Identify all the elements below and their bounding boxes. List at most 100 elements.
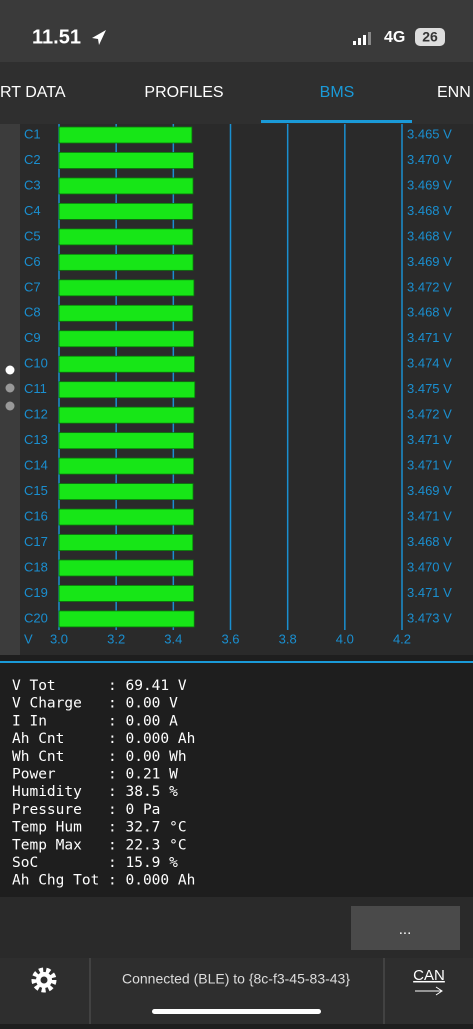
value-label: 3.468 V: [407, 305, 452, 320]
y-tick-label: C11: [24, 381, 47, 396]
y-tick-label: C16: [24, 508, 48, 523]
network: 4G: [384, 29, 405, 46]
value-label: 3.473 V: [407, 610, 452, 625]
value-label: 3.468 V: [407, 534, 452, 549]
y-tick-label: C9: [24, 330, 41, 345]
value-label: 3.468 V: [407, 228, 452, 243]
y-tick-label: C14: [24, 458, 48, 473]
battery-icon: [415, 28, 445, 46]
tab-indicator: [261, 120, 412, 123]
value-label: 3.472 V: [407, 407, 452, 422]
bar: [58, 381, 196, 399]
x-tick-label: 3.0: [50, 631, 68, 646]
value-label: 3.471 V: [407, 508, 452, 523]
can-arrow: [415, 986, 443, 996]
value-label: 3.472 V: [407, 279, 452, 294]
stat-line: Power : 0.21 W: [12, 767, 178, 783]
y-tick-label: C18: [24, 559, 48, 574]
stat-line: Ah Chg Tot : 0.000 Ah: [12, 873, 195, 889]
value-label: 3.471 V: [407, 330, 452, 345]
can-button[interactable]: CAN: [413, 967, 445, 984]
x-axis-label: V: [24, 631, 33, 646]
value-label: 3.465 V: [407, 126, 452, 141]
bar: [58, 228, 194, 246]
stat-line: Temp Hum : 32.7 °C: [12, 820, 187, 836]
stat-line: Wh Cnt : 0.00 Wh: [12, 749, 187, 765]
bar: [58, 355, 195, 373]
separator: [0, 661, 473, 663]
y-tick-label: C15: [24, 483, 48, 498]
bar: [58, 203, 194, 220]
bar: [58, 483, 194, 500]
value-label: 3.470 V: [407, 152, 452, 167]
bar: [58, 508, 195, 526]
value-label: 3.471 V: [407, 458, 452, 473]
page-dot: [5, 365, 15, 375]
value-label: 3.468 V: [407, 203, 452, 218]
y-tick-label: C5: [24, 228, 41, 243]
y-tick-label: C12: [24, 407, 48, 422]
bar: [58, 177, 194, 195]
status-bar: [0, 0, 473, 62]
y-tick-label: C8: [24, 305, 41, 320]
page-dot: [5, 401, 15, 411]
value-label: 3.475 V: [407, 381, 452, 396]
bar: [58, 585, 195, 602]
value-label: 3.469 V: [407, 254, 452, 269]
bar: [58, 253, 194, 271]
value-label: 3.469 V: [407, 483, 452, 498]
page-dot: [5, 383, 15, 393]
value-label: 3.470 V: [407, 559, 452, 574]
bar: [58, 559, 194, 577]
y-tick-label: C10: [24, 356, 48, 371]
y-tick-label: C19: [24, 585, 48, 600]
connection-status: Connected (BLE) to {8c-f3-45-83-43}: [122, 971, 350, 987]
x-tick-label: 4.2: [393, 631, 411, 646]
settings-icon[interactable]: [31, 967, 57, 993]
stat-line: V Tot : 69.41 V: [12, 678, 187, 694]
stat-line: Pressure : 0 Pa: [12, 802, 160, 818]
tab[interactable]: PROFILES: [144, 84, 223, 101]
value-label: 3.471 V: [407, 432, 452, 447]
y-tick-label: C3: [24, 177, 41, 192]
y-tick-label: C7: [24, 279, 41, 294]
more-button-label: ...: [399, 921, 412, 938]
y-tick-label: C6: [24, 254, 41, 269]
stat-line: I In : 0.00 A: [12, 713, 178, 729]
stat-line: Humidity : 38.5 %: [12, 784, 178, 800]
bar: [58, 330, 195, 348]
signal-icon: [353, 32, 371, 45]
y-tick-label: C20: [24, 610, 48, 625]
x-tick-label: 3.4: [164, 631, 182, 646]
bar: [58, 279, 195, 297]
x-tick-label: 4.0: [336, 631, 354, 646]
battery: 26: [422, 29, 438, 45]
bar: [58, 457, 195, 475]
x-tick-label: 3.8: [279, 631, 297, 646]
y-tick-label: C17: [24, 534, 48, 549]
more-button[interactable]: [351, 906, 460, 950]
value-label: 3.471 V: [407, 585, 452, 600]
tab-bar: [0, 62, 473, 124]
bar: [58, 406, 195, 424]
bar: [58, 534, 194, 551]
bar: [58, 432, 195, 450]
stat-line: Temp Max : 22.3 °C: [12, 837, 187, 853]
bar: [58, 610, 195, 628]
value-label: 3.469 V: [407, 177, 452, 192]
y-tick-label: C2: [24, 152, 41, 167]
tab-active[interactable]: BMS: [320, 84, 355, 101]
y-tick-label: C13: [24, 432, 48, 447]
stat-line: Ah Cnt : 0.000 Ah: [12, 731, 195, 747]
bar: [58, 126, 193, 144]
y-tick-label: C1: [24, 126, 41, 141]
bar: [58, 152, 194, 169]
tab[interactable]: ENN: [437, 84, 471, 101]
tab[interactable]: RT DATA: [0, 84, 66, 101]
x-tick-label: 3.2: [107, 631, 125, 646]
stat-line: SoC : 15.9 %: [12, 855, 178, 871]
time: 11.51: [32, 26, 81, 48]
bar: [58, 304, 194, 322]
